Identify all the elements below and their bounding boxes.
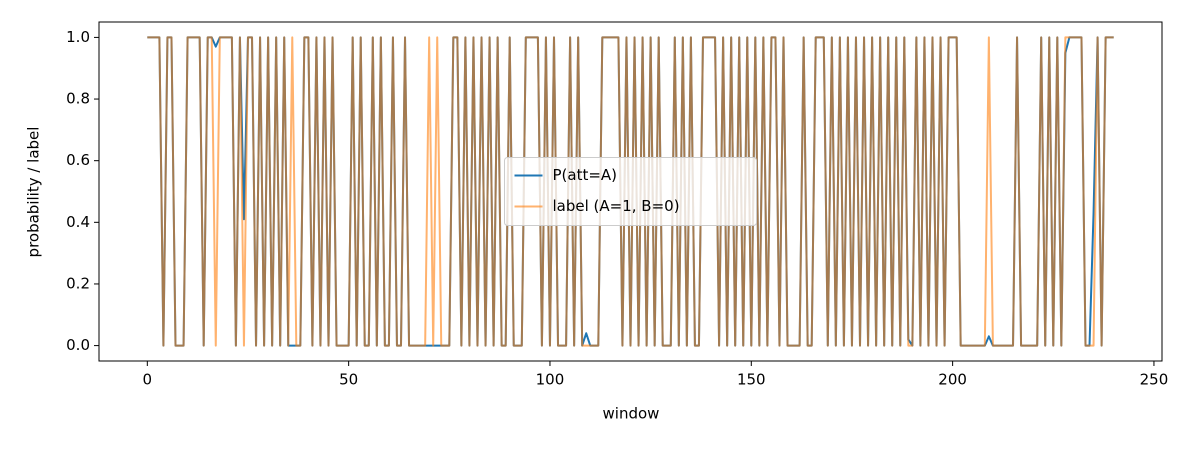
x-tick-label: 100 bbox=[536, 371, 565, 389]
x-tick-label: 200 bbox=[938, 371, 967, 389]
plot-frame bbox=[98, 21, 1163, 362]
legend-label: P(att=A) bbox=[553, 166, 618, 184]
x-axis-label: window bbox=[603, 405, 660, 423]
x-tick-label: 0 bbox=[143, 371, 153, 389]
series-line bbox=[147, 36, 1114, 347]
y-tick-label: 1.0 bbox=[66, 28, 90, 46]
legend-label: label (A=1, B=0) bbox=[553, 197, 680, 215]
y-tick-label: 0.0 bbox=[66, 336, 90, 354]
y-tick-label: 0.6 bbox=[66, 151, 90, 169]
x-tick-label: 250 bbox=[1140, 371, 1169, 389]
y-tick-label: 0.2 bbox=[66, 274, 90, 292]
y-tick-label: 0.4 bbox=[66, 213, 90, 231]
y-axis-label: probability / label bbox=[25, 127, 43, 258]
y-tick-label: 0.8 bbox=[66, 90, 90, 108]
legend: P(att=A) label (A=1, B=0) bbox=[504, 157, 757, 226]
x-tick-label: 50 bbox=[339, 371, 358, 389]
legend-box bbox=[504, 157, 757, 226]
x-tick-label: 150 bbox=[737, 371, 766, 389]
